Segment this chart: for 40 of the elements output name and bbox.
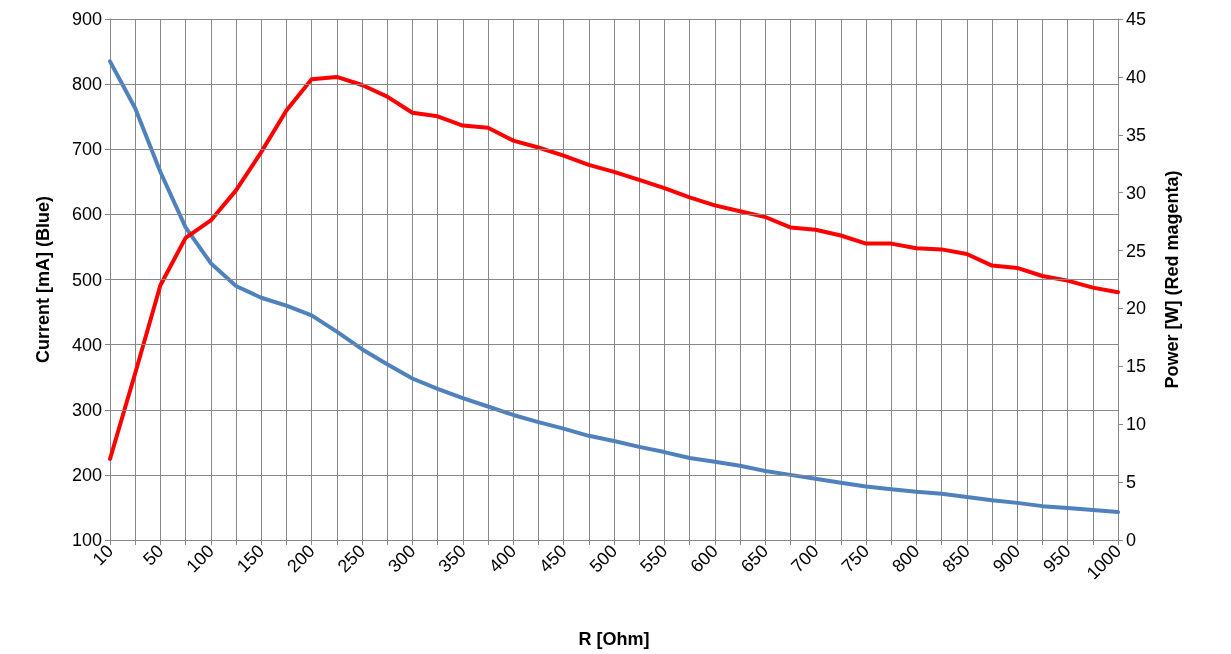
x-tick-label: 400 xyxy=(484,540,521,577)
x-tick-label: 800 xyxy=(888,540,924,577)
x-tick-label: 600 xyxy=(686,540,722,577)
y-tick-label: 500 xyxy=(71,269,102,290)
y-tick-label: 800 xyxy=(71,74,102,95)
x-tick-label: 500 xyxy=(585,540,622,577)
x-tick-label: 200 xyxy=(283,540,319,577)
y-axis-title: Current [mA] (Blue) xyxy=(33,196,53,363)
y-tick-label: 300 xyxy=(71,399,102,420)
x-tick-label: 50 xyxy=(139,540,168,570)
x-tick-label: 750 xyxy=(837,540,874,577)
y2-tick-label: 35 xyxy=(1126,124,1147,145)
x-axis-title: R [Ohm] xyxy=(578,629,650,649)
y-tick-label: 700 xyxy=(71,139,102,160)
x-tick-label: 650 xyxy=(736,540,773,577)
y2-tick-label: 10 xyxy=(1126,414,1147,435)
x-tick-label: 300 xyxy=(384,540,420,577)
y2-tick-label: 30 xyxy=(1126,182,1147,203)
y2-tick-label: 40 xyxy=(1126,66,1147,87)
y2-tick-label: 45 xyxy=(1126,9,1147,29)
x-tick-label: 350 xyxy=(434,540,470,577)
x-tick-label: 700 xyxy=(787,540,823,577)
x-tick-label: 950 xyxy=(1039,540,1075,577)
y-tick-label: 600 xyxy=(71,204,102,225)
x-tick-label: 900 xyxy=(988,540,1025,577)
y2-tick-label: 15 xyxy=(1126,356,1147,377)
x-tick-label: 150 xyxy=(232,540,269,577)
y-tick-label: 200 xyxy=(71,464,102,485)
x-tick-label: 100 xyxy=(182,540,218,577)
y2-tick-label: 20 xyxy=(1126,298,1147,319)
x-tick-label: 550 xyxy=(636,540,672,577)
x-tick-label: 850 xyxy=(938,540,974,577)
y2-axis-title: Power [W] (Red magenta) xyxy=(1162,170,1182,389)
y2-tick-label: 5 xyxy=(1126,472,1137,493)
y-tick-label: 900 xyxy=(71,9,102,29)
x-tick-label: 450 xyxy=(535,540,571,577)
x-tick-label: 250 xyxy=(333,540,370,577)
y2-tick-label: 0 xyxy=(1126,530,1137,550)
y-tick-label: 400 xyxy=(71,334,102,355)
y2-tick-label: 25 xyxy=(1126,240,1147,261)
